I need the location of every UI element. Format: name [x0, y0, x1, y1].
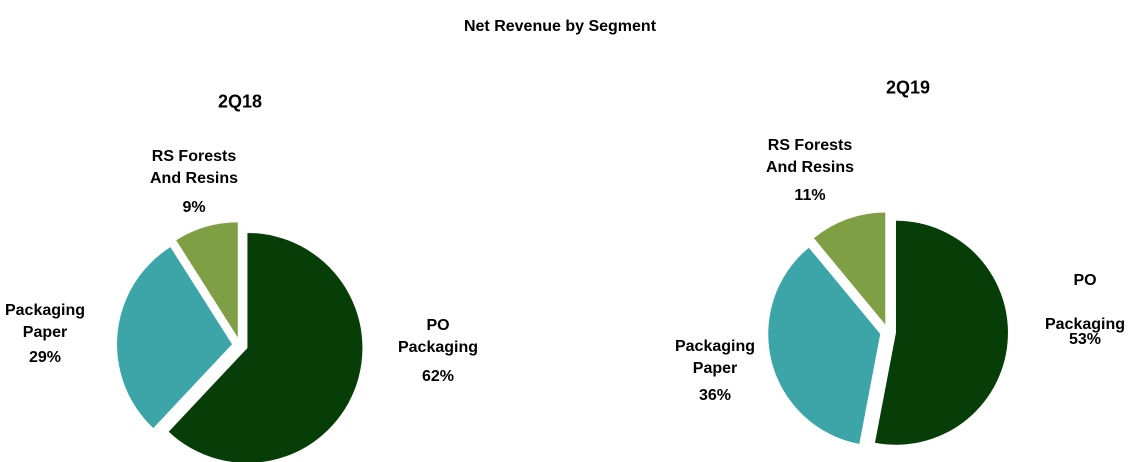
slice-value: 36% — [698, 387, 732, 404]
slice-label: PO Packaging — [397, 317, 479, 356]
slice-label: RS Forests And Resins — [765, 137, 855, 176]
pie-slice — [117, 247, 233, 429]
slice-label: Packaging Paper — [4, 302, 86, 341]
slice-label: PO Packaging — [1044, 272, 1126, 333]
slice-label: Packaging Paper — [674, 338, 756, 377]
pie-title: 2Q19 — [885, 77, 931, 98]
pie-slice — [168, 232, 363, 462]
slice-value: 53% — [1068, 331, 1102, 348]
slice-label: RS Forests And Resins — [149, 148, 239, 187]
slice-value: 62% — [421, 368, 455, 385]
pie-slice — [813, 212, 886, 325]
pie-slice — [874, 220, 1008, 445]
slice-value: 11% — [794, 187, 826, 204]
slice-value: 29% — [28, 349, 62, 366]
slice-value: 9% — [182, 199, 206, 216]
pie-slice — [176, 222, 238, 338]
page-title: Net Revenue by Segment — [463, 18, 657, 35]
pie-slice — [768, 247, 881, 445]
pie-title: 2Q18 — [217, 91, 263, 112]
